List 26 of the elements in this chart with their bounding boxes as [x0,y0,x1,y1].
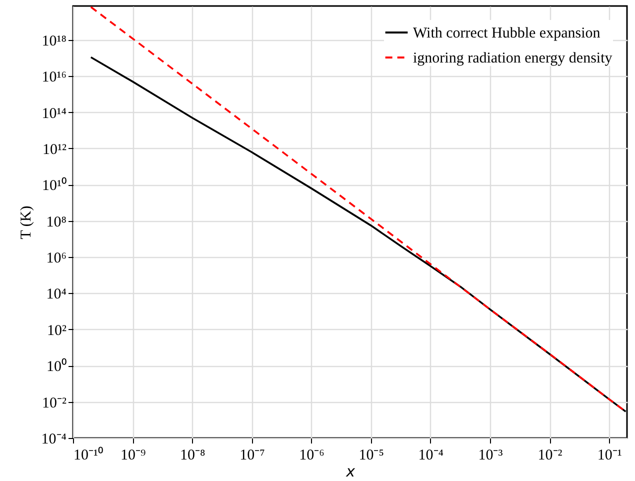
y-tick-label: 10¹² [42,142,67,158]
y-tick-label: 10¹⁶ [42,70,66,86]
y-tick-label: 10¹⁸ [42,33,66,50]
y-tick-label: 10¹⁴ [42,106,66,122]
x-tick-label: 10⁻⁹ [120,448,146,464]
x-tick-label: 10⁻⁴ [418,448,444,464]
legend-label: ignoring radiation energy density [413,50,613,66]
y-tick-label: 10⁴ [46,286,66,303]
y-tick-label: 10⁶ [46,250,66,267]
y-axis-title: T (K) [18,206,34,240]
y-tick-label: 10⁻⁴ [41,432,66,448]
x-tick-label: 10⁻⁶ [299,448,324,464]
y-tick-label: 10¹⁰ [42,177,66,194]
x-tick-label: 10⁻² [538,448,563,464]
x-tick-label: 10⁻⁷ [240,448,265,464]
x-tick-label: 10⁻⁸ [180,448,206,464]
y-tick-label: 10² [47,322,67,339]
x-axis-title: x [345,462,356,480]
y-tick-label: 10⁰ [46,358,66,376]
y-tick-label: 10⁸ [46,214,66,230]
x-tick-label: 10⁻³ [478,448,504,464]
legend-label: With correct Hubble expansion [413,26,601,42]
x-tick-label: 10⁻¹⁰ [74,446,103,464]
x-tick-label: 10⁻⁵ [358,448,384,464]
x-tick-label: 10⁻¹ [597,448,622,464]
y-tick-label: 10⁻² [42,395,67,412]
